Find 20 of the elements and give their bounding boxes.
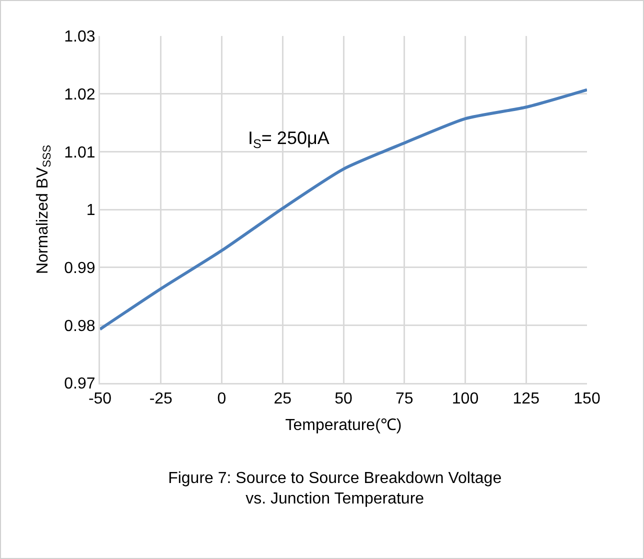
- x-tick-label: 50: [334, 390, 352, 408]
- y-tick-label: 1.01: [64, 144, 96, 162]
- line-series: [100, 88, 587, 331]
- y-tick-label: 1.03: [64, 28, 96, 46]
- x-tick-label: 25: [274, 390, 292, 408]
- x-tick-label: 0: [217, 390, 226, 408]
- x-tick-label: 150: [574, 390, 600, 408]
- x-tick-label: 100: [452, 390, 479, 408]
- text: Figure 7: Source to Source Breakdown Voltage vs. Junction Temperature: [168, 470, 502, 508]
- x-axis-title: Temperature(℃): [285, 417, 402, 434]
- y-tick-label: 0.98: [64, 318, 96, 335]
- x-tick-label: -50: [88, 390, 112, 408]
- x-tick-label: -25: [149, 390, 173, 408]
- y-tick-label: 0.99: [64, 260, 96, 277]
- y-tick-label: 0.97: [64, 376, 96, 393]
- x-tick-label: 125: [512, 390, 540, 408]
- x-tick-label: 75: [395, 390, 414, 408]
- y-tick-label: 1.02: [64, 86, 96, 104]
- y-tick-label: 1: [86, 202, 96, 220]
- annotation: I$_{S}$= 250μA: [248, 128, 330, 151]
